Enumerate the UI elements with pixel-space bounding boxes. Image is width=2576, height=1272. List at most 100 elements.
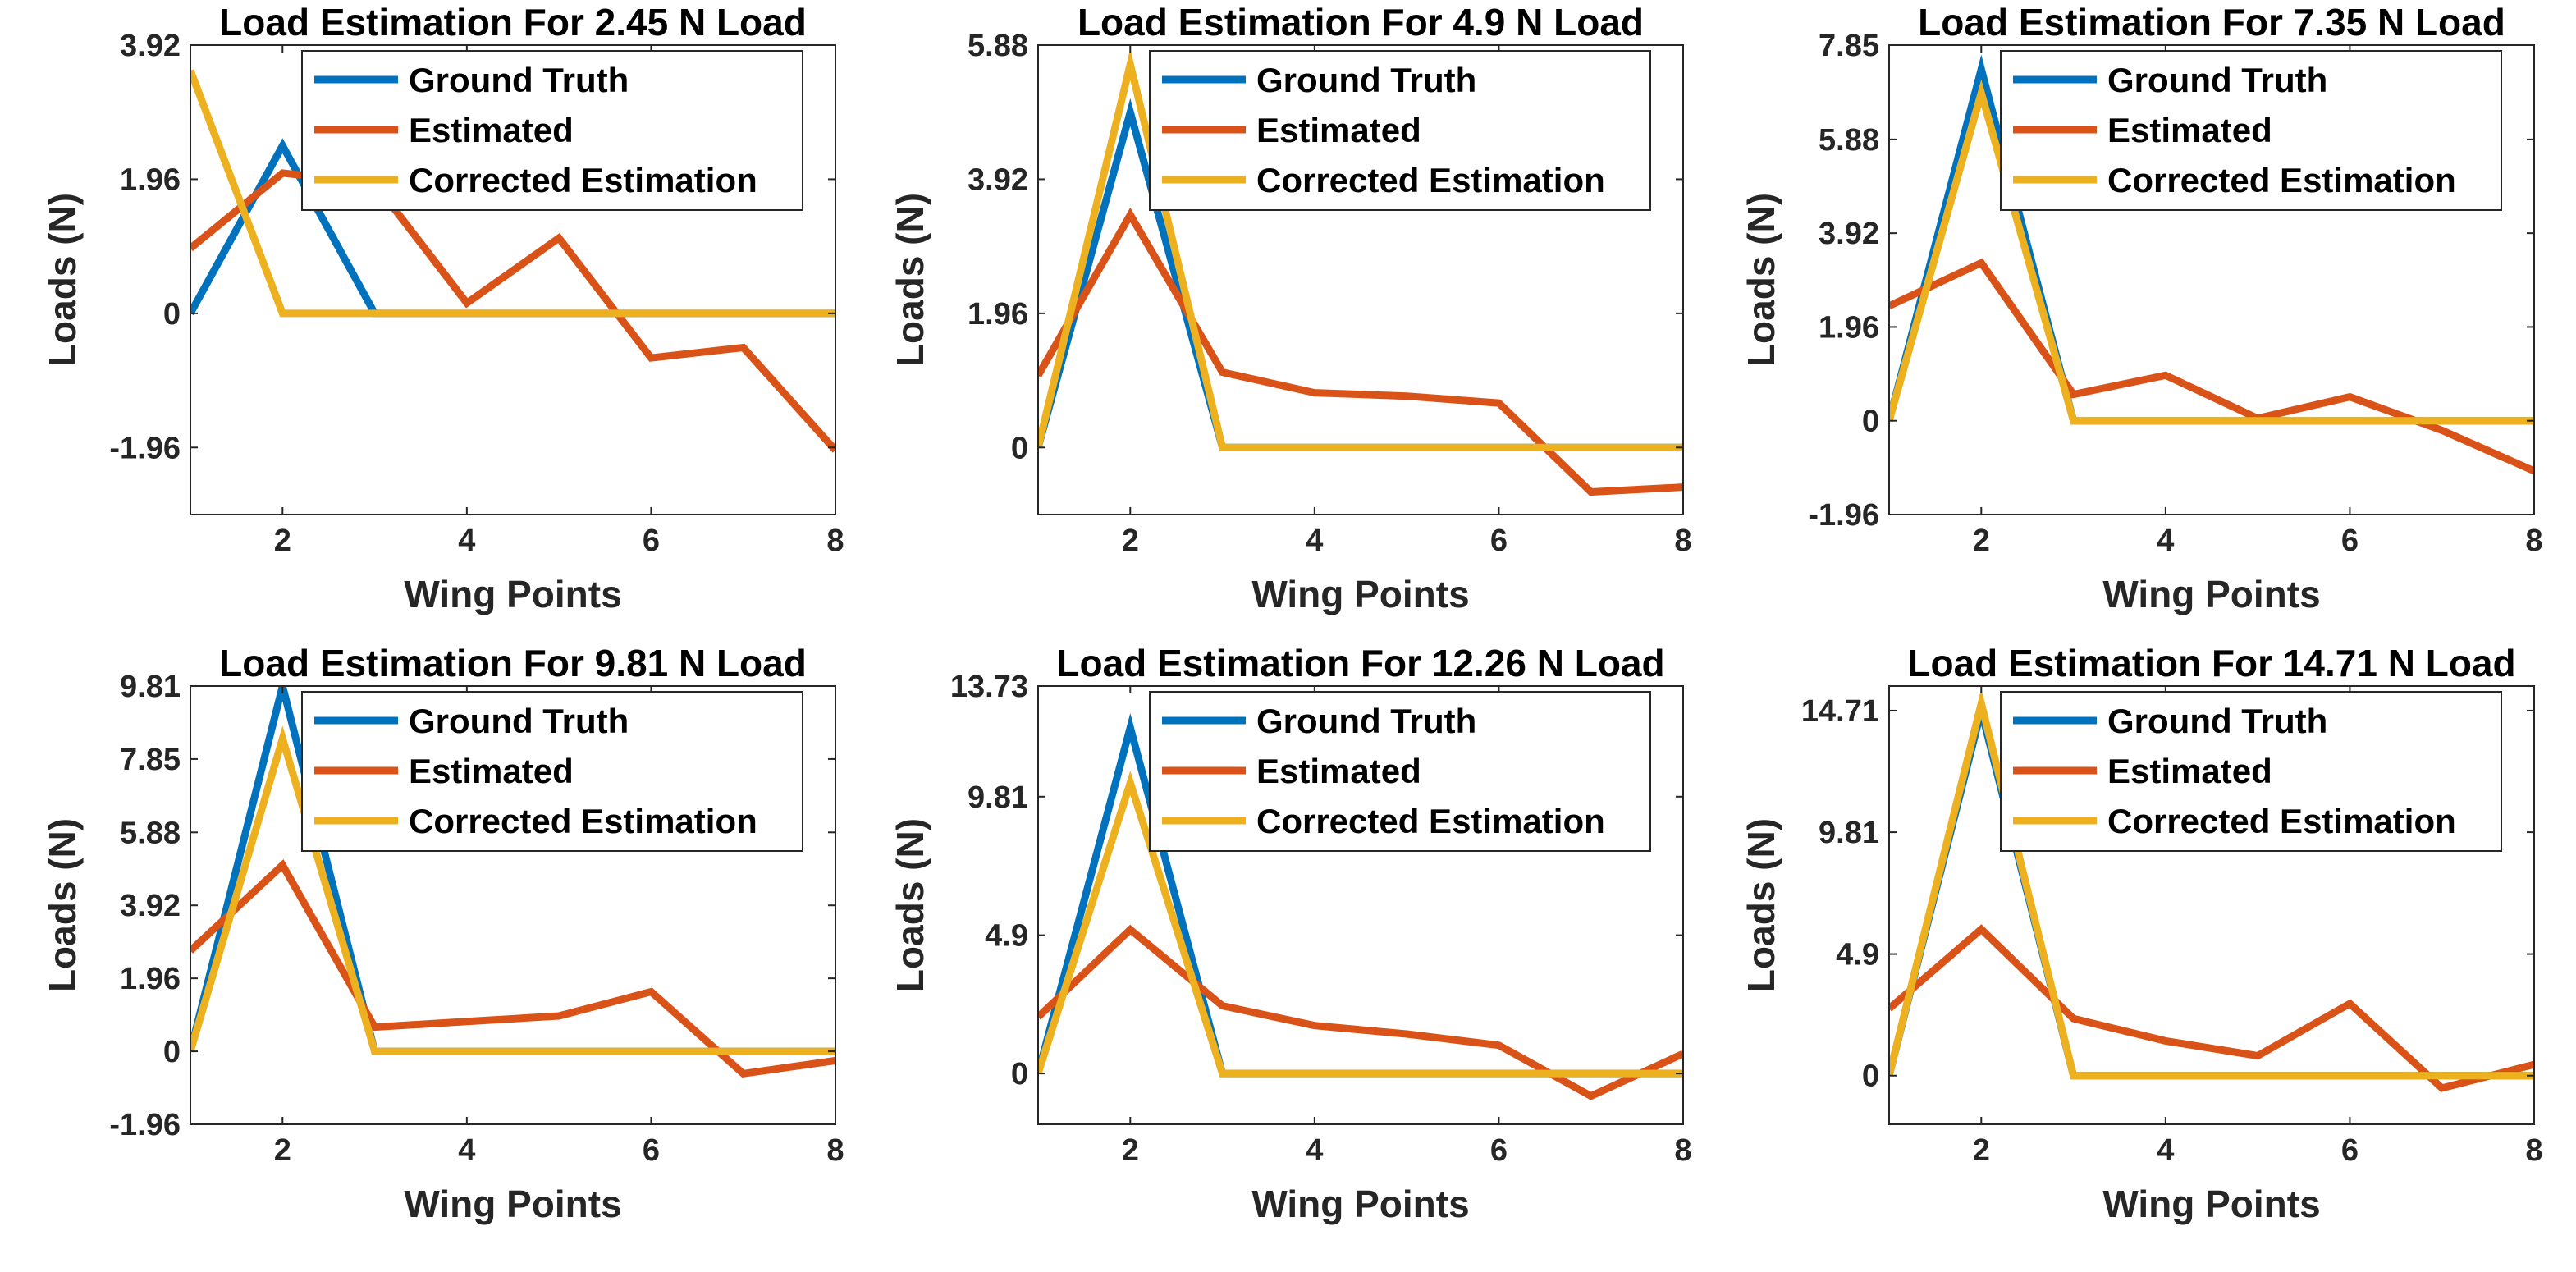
chart-title: Load Estimation For 9.81 N Load [219, 642, 807, 684]
x-tick-label: 4 [458, 524, 475, 558]
x-tick-label: 8 [826, 1133, 844, 1168]
y-axis-label: Loads (N) [41, 193, 84, 367]
x-tick-label: 4 [2157, 1133, 2174, 1168]
y-tick-label: 9.81 [120, 670, 181, 704]
legend-label: Estimated [409, 111, 574, 149]
x-tick-label: 6 [1490, 1133, 1508, 1168]
y-tick-label: 9.81 [968, 780, 1028, 815]
legend-label: Estimated [1256, 752, 1421, 790]
chart-panel-3: 2 4 6 8 -1.96 0 1.96 3.92 5.88 7.85 Load Estimatio… [1740, 1, 2542, 615]
chart-panel-5: 2 4 6 8 0 4.9 9.81 13.73 Load Estimation For 12.… [889, 642, 1691, 1225]
legend-label: Corrected Estimation [2107, 802, 2456, 840]
x-axis-label: Wing Points [2102, 1183, 2320, 1225]
x-tick-label: 8 [1674, 524, 1691, 558]
y-tick-label: -1.96 [109, 431, 181, 465]
axes-box [1037, 685, 1684, 1125]
x-tick-label: 8 [1674, 1133, 1691, 1168]
y-axis-label: Loads (N) [41, 818, 84, 992]
axes-box [1888, 685, 2535, 1125]
x-tick-label: 2 [1122, 1133, 1139, 1168]
series-lines [1038, 713, 1683, 1100]
series-line-estimated [190, 859, 835, 1078]
x-tick-label: 2 [1122, 524, 1139, 558]
legend-label: Corrected Estimation [2107, 161, 2456, 199]
x-tick-label: 2 [274, 1133, 291, 1168]
x-tick-label: 4 [1306, 1133, 1323, 1168]
axes-box [1888, 44, 2535, 515]
series-line-estimated [190, 169, 835, 453]
series-line-corrected-estimation [190, 725, 835, 1055]
y-axis-label: Loads (N) [1740, 818, 1782, 992]
legend-label: Estimated [1256, 111, 1421, 149]
y-tick-label: 1.96 [120, 162, 181, 197]
series-lines [190, 69, 835, 453]
y-axis-label: Loads (N) [889, 818, 931, 992]
legend-label: Estimated [409, 752, 574, 790]
y-tick-label: 5.88 [968, 29, 1028, 63]
x-tick-label: 2 [1973, 1133, 1990, 1168]
chart-panel-4: 2 4 6 8 -1.96 0 1.96 3.92 5.88 7.85 9.81 Load Estim… [41, 642, 844, 1225]
y-tick-label: 1.96 [968, 297, 1028, 332]
y-tick-label: 3.92 [120, 29, 181, 63]
y-tick-label: 0 [1011, 1057, 1028, 1091]
x-tick-label: 4 [1306, 524, 1323, 558]
legend-label: Ground Truth [409, 61, 629, 99]
legend: Ground Truth Estimated Corrected Estimatio… [1149, 50, 1651, 211]
series-line-corrected-estimation [1038, 771, 1683, 1078]
y-tick-label: 4.9 [985, 919, 1028, 954]
x-tick-label: 4 [458, 1133, 475, 1168]
legend-label: Ground Truth [1256, 61, 1476, 99]
legend-label: Estimated [2107, 111, 2272, 149]
legend: Ground Truth Estimated Corrected Estimatio… [301, 691, 803, 852]
x-axis-label: Wing Points [404, 573, 621, 615]
legend-label: Ground Truth [1256, 702, 1476, 740]
x-axis-label: Wing Points [404, 1183, 621, 1225]
y-tick-label: 0 [1862, 1059, 1879, 1094]
y-tick-label: 1.96 [120, 962, 181, 996]
y-tick-label: 14.71 [1801, 694, 1879, 729]
y-tick-label: 0 [1862, 405, 1879, 439]
legend-label: Ground Truth [2107, 61, 2327, 99]
y-axis-label: Loads (N) [889, 193, 931, 367]
legend-label: Corrected Estimation [1256, 161, 1605, 199]
x-tick-label: 8 [2525, 1133, 2542, 1168]
x-tick-label: 6 [2341, 524, 2359, 558]
legend-label: Corrected Estimation [409, 802, 757, 840]
legend: Ground Truth Estimated Corrected Estimatio… [2000, 691, 2502, 852]
legend-label: Corrected Estimation [1256, 802, 1605, 840]
y-tick-label: 1.96 [1819, 310, 1879, 345]
y-tick-label: 3.92 [968, 162, 1028, 197]
chart-panel-6: 2 4 6 8 0 4.9 9.81 14.71 Load Estimation For 14.… [1740, 642, 2542, 1225]
legend-label: Estimated [2107, 752, 2272, 790]
x-tick-label: 8 [2525, 524, 2542, 558]
chart-panel-2: 2 4 6 8 0 1.96 3.92 5.88 Load Estimation For 4.9… [889, 1, 1691, 615]
y-tick-label: 5.88 [120, 816, 181, 850]
chart-title: Load Estimation For 12.26 N Load [1056, 642, 1664, 684]
legend: Ground Truth Estimated Corrected Estimatio… [301, 50, 803, 211]
y-tick-label: 7.85 [120, 743, 181, 777]
x-axis-label: Wing Points [2102, 573, 2320, 615]
y-tick-label: 13.73 [950, 670, 1028, 704]
series-lines [1038, 48, 1683, 496]
series-line-estimated [1038, 924, 1683, 1100]
series-lines [1889, 54, 2534, 475]
x-axis-label: Wing Points [1251, 573, 1469, 615]
chart-title: Load Estimation For 7.35 N Load [1918, 1, 2505, 43]
series-line-corrected-estimation [1889, 79, 2534, 425]
y-tick-label: 9.81 [1819, 816, 1879, 850]
chart-title: Load Estimation For 4.9 N Load [1078, 1, 1644, 43]
series-line-estimated [1889, 258, 2534, 475]
y-tick-label: 7.85 [1819, 29, 1879, 63]
x-tick-label: 6 [1490, 524, 1508, 558]
chart-title: Load Estimation For 2.45 N Load [219, 1, 807, 43]
series-line-corrected-estimation [1038, 48, 1683, 451]
x-tick-label: 2 [274, 524, 291, 558]
legend: Ground Truth Estimated Corrected Estimatio… [2000, 50, 2502, 211]
x-tick-label: 6 [2341, 1133, 2359, 1168]
y-tick-label: -1.96 [1808, 498, 1879, 533]
x-tick-label: 6 [643, 1133, 660, 1168]
series-line-estimated [1038, 207, 1683, 496]
chart-title: Load Estimation For 14.71 N Load [1907, 642, 2515, 684]
y-tick-label: 0 [163, 1035, 181, 1069]
